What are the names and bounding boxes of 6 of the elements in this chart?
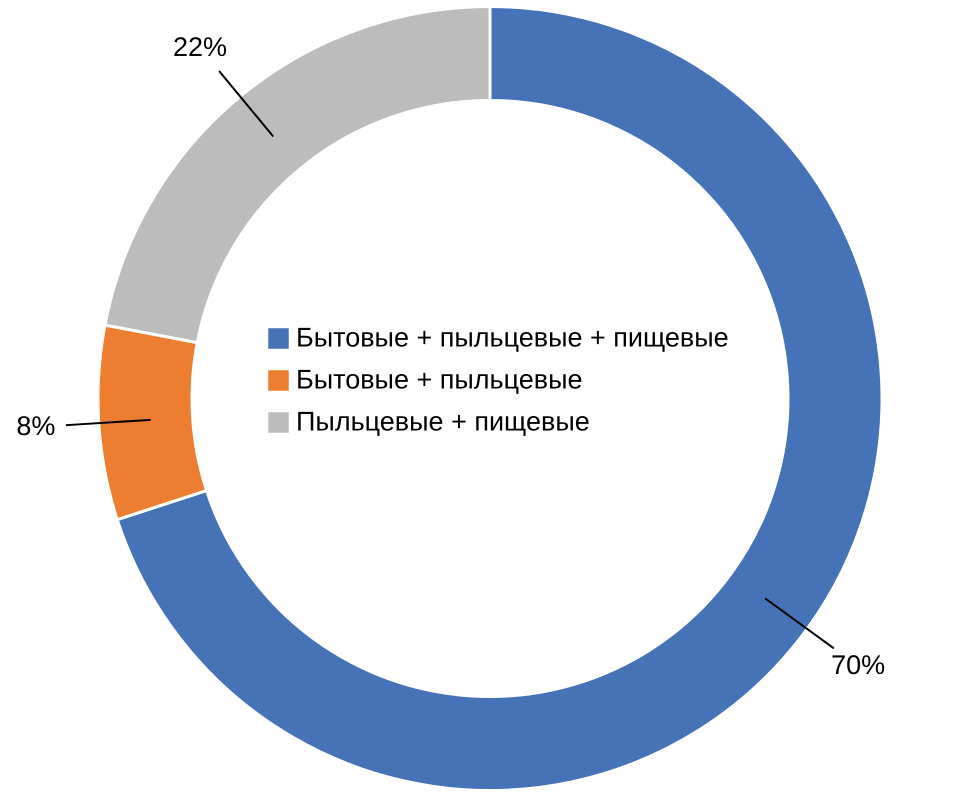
data-label: 70% [831, 650, 886, 680]
data-label: 22% [172, 32, 227, 62]
legend-label: Бытовые + пыльцевые [296, 364, 583, 394]
legend-label: Пыльцевые + пищевые [296, 406, 590, 436]
legend-label: Бытовые + пыльцевые + пищевые [296, 322, 729, 352]
data-label: 8% [16, 411, 56, 442]
